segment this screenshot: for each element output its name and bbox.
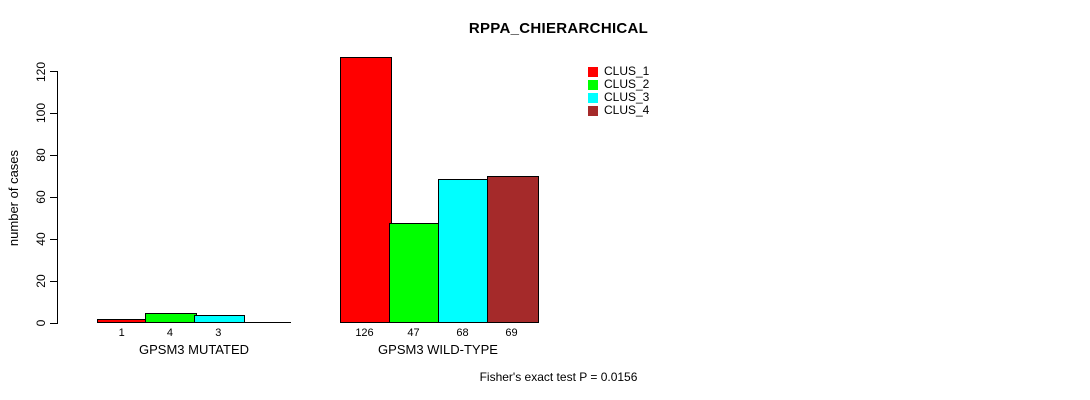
legend-swatch-clus_4 bbox=[588, 105, 598, 116]
legend-item: CLUS_2 bbox=[588, 78, 649, 91]
legend: CLUS_1 CLUS_2 CLUS_3 CLUS_4 bbox=[588, 65, 649, 117]
legend-label: CLUS_2 bbox=[604, 77, 650, 91]
y-tick-mark bbox=[50, 196, 58, 198]
legend-label: CLUS_4 bbox=[604, 103, 650, 117]
legend-label: CLUS_1 bbox=[604, 64, 650, 78]
bar-value-label: 1 bbox=[118, 327, 125, 339]
y-tick-label: 0 bbox=[34, 319, 48, 327]
footnote-text: Fisher's exact test P = 0.0156 bbox=[479, 370, 638, 384]
bar-clus_1-wildtype bbox=[339, 56, 392, 323]
bar-value-label: 4 bbox=[166, 327, 173, 339]
bar-clus_4-mutated bbox=[241, 322, 292, 323]
y-tick-mark bbox=[50, 154, 58, 156]
y-tick-label: 120 bbox=[34, 61, 48, 82]
y-axis-label: number of cases bbox=[6, 149, 21, 247]
group-label-wildtype: GPSM3 WILD-TYPE bbox=[378, 342, 498, 357]
bar-value-label: 47 bbox=[407, 327, 420, 339]
bar-clus_3-mutated bbox=[193, 314, 245, 323]
y-tick-mark bbox=[50, 238, 58, 240]
y-tick-mark bbox=[50, 71, 58, 72]
y-tick-mark bbox=[50, 280, 58, 282]
bar-clus_3-wildtype bbox=[437, 178, 490, 323]
y-axis-line bbox=[57, 71, 58, 323]
legend-item: CLUS_1 bbox=[588, 65, 649, 78]
y-tick-label: 40 bbox=[34, 232, 48, 246]
y-tick-label: 60 bbox=[34, 190, 48, 204]
legend-item: CLUS_4 bbox=[588, 104, 649, 117]
y-tick-label: 80 bbox=[34, 148, 48, 163]
group-label-mutated: GPSM3 MUTATED bbox=[138, 342, 250, 357]
chart-title: RPPA_CHIERARCHICAL bbox=[468, 20, 649, 37]
legend-swatch-clus_2 bbox=[588, 79, 598, 90]
legend-swatch-clus_1 bbox=[588, 66, 598, 77]
bar-value-label: 3 bbox=[215, 327, 222, 339]
y-tick-label: 20 bbox=[34, 274, 48, 288]
bar-value-label: 69 bbox=[505, 327, 518, 339]
legend-label: CLUS_3 bbox=[604, 90, 650, 104]
bar-clus_1-mutated bbox=[97, 318, 149, 323]
y-tick-mark bbox=[50, 322, 58, 324]
legend-swatch-clus_3 bbox=[588, 92, 598, 103]
bar-clus_2-mutated bbox=[145, 312, 197, 323]
bar-value-label: 126 bbox=[355, 327, 374, 339]
bar-clus_2-wildtype bbox=[388, 222, 441, 323]
bar-value-label: 68 bbox=[456, 327, 469, 339]
bar-clus_4-wildtype bbox=[486, 176, 539, 323]
legend-item: CLUS_3 bbox=[588, 91, 649, 104]
y-tick-label: 100 bbox=[34, 103, 48, 124]
y-tick-mark bbox=[50, 112, 58, 114]
